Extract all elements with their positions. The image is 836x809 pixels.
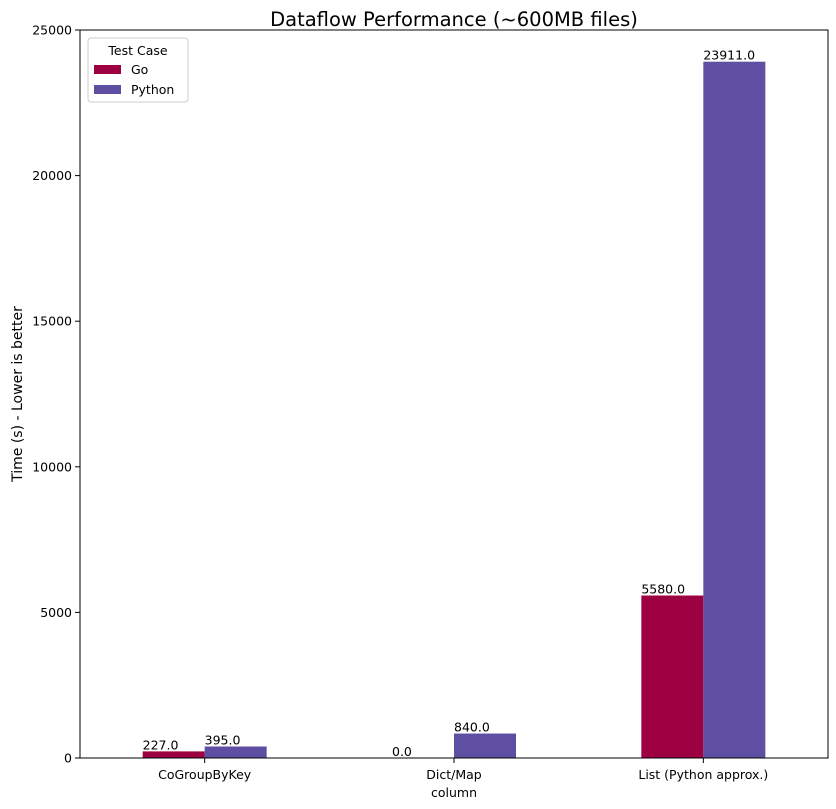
x-tick-label-0: CoGroupByKey: [158, 767, 252, 782]
legend-label-go: Go: [131, 62, 148, 77]
y-axis-ticks: 0 5000 10000 15000 20000 25000: [32, 23, 80, 766]
y-tick-label-0: 0: [64, 751, 72, 766]
bar-python-0: [204, 746, 267, 758]
bars-group: [142, 61, 766, 759]
legend: Test Case Go Python: [87, 37, 189, 103]
chart-title: Dataflow Performance (~600MB files): [270, 8, 638, 31]
data-label-go-1: 0.0: [392, 744, 412, 759]
bar-python-1: [454, 733, 516, 758]
data-labels-group: 227.0 395.0 0.0 840.0 5580.0 23911.0: [143, 48, 755, 759]
data-label-python-2: 23911.0: [703, 48, 755, 63]
legend-swatch-go: [94, 65, 121, 74]
x-tick-label-2: List (Python approx.): [638, 767, 768, 782]
legend-swatch-python: [94, 85, 121, 94]
legend-label-python: Python: [131, 82, 174, 97]
data-label-go-2: 5580.0: [641, 582, 685, 597]
bar-python-2: [703, 61, 766, 759]
y-tick-label-5: 25000: [32, 23, 72, 38]
y-tick-label-3: 15000: [32, 314, 72, 329]
plot-area: 227.0 395.0 0.0 840.0 5580.0 23911.0 0 5000 100…: [32, 23, 829, 782]
legend-title: Test Case: [107, 43, 167, 58]
x-tick-label-1: Dict/Map: [426, 767, 482, 782]
x-axis-label: column: [431, 785, 477, 800]
y-tick-label-1: 5000: [40, 605, 72, 620]
y-tick-label-4: 20000: [32, 168, 72, 183]
y-axis-label: Time (s) - Lower is better: [10, 306, 26, 483]
data-label-python-1: 840.0: [454, 720, 490, 735]
bar-go-0: [142, 751, 205, 758]
data-label-python-0: 395.0: [205, 732, 241, 747]
y-tick-label-2: 10000: [32, 459, 72, 474]
data-label-go-0: 227.0: [143, 737, 179, 752]
x-axis-ticks: CoGroupByKey Dict/Map List (Python approx.…: [158, 758, 768, 782]
bar-go-2: [641, 595, 704, 758]
